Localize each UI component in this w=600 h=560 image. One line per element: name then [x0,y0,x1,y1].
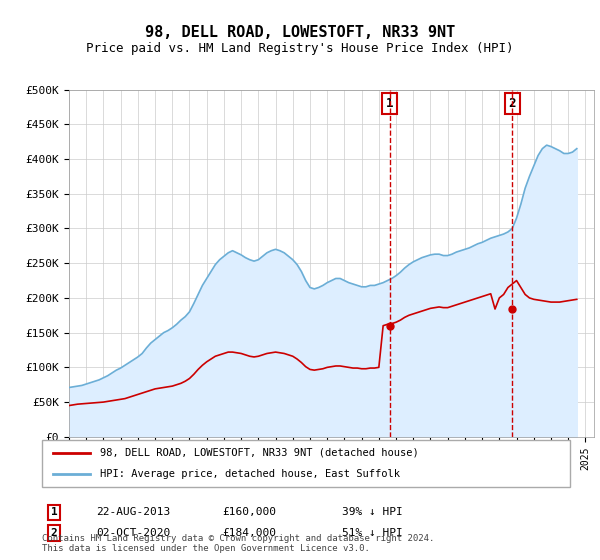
Text: 1: 1 [50,507,58,517]
Text: 51% ↓ HPI: 51% ↓ HPI [342,528,403,538]
Text: £184,000: £184,000 [222,528,276,538]
Text: 98, DELL ROAD, LOWESTOFT, NR33 9NT: 98, DELL ROAD, LOWESTOFT, NR33 9NT [145,25,455,40]
Text: HPI: Average price, detached house, East Suffolk: HPI: Average price, detached house, East… [100,469,400,479]
Text: £160,000: £160,000 [222,507,276,517]
Text: 39% ↓ HPI: 39% ↓ HPI [342,507,403,517]
Text: 22-AUG-2013: 22-AUG-2013 [96,507,170,517]
Text: 1: 1 [386,97,394,110]
Text: 2: 2 [508,97,516,110]
Text: 2: 2 [50,528,58,538]
Text: Price paid vs. HM Land Registry's House Price Index (HPI): Price paid vs. HM Land Registry's House … [86,42,514,55]
Text: 02-OCT-2020: 02-OCT-2020 [96,528,170,538]
Text: Contains HM Land Registry data © Crown copyright and database right 2024.
This d: Contains HM Land Registry data © Crown c… [42,534,434,553]
Text: 98, DELL ROAD, LOWESTOFT, NR33 9NT (detached house): 98, DELL ROAD, LOWESTOFT, NR33 9NT (deta… [100,448,419,458]
FancyBboxPatch shape [42,440,570,487]
